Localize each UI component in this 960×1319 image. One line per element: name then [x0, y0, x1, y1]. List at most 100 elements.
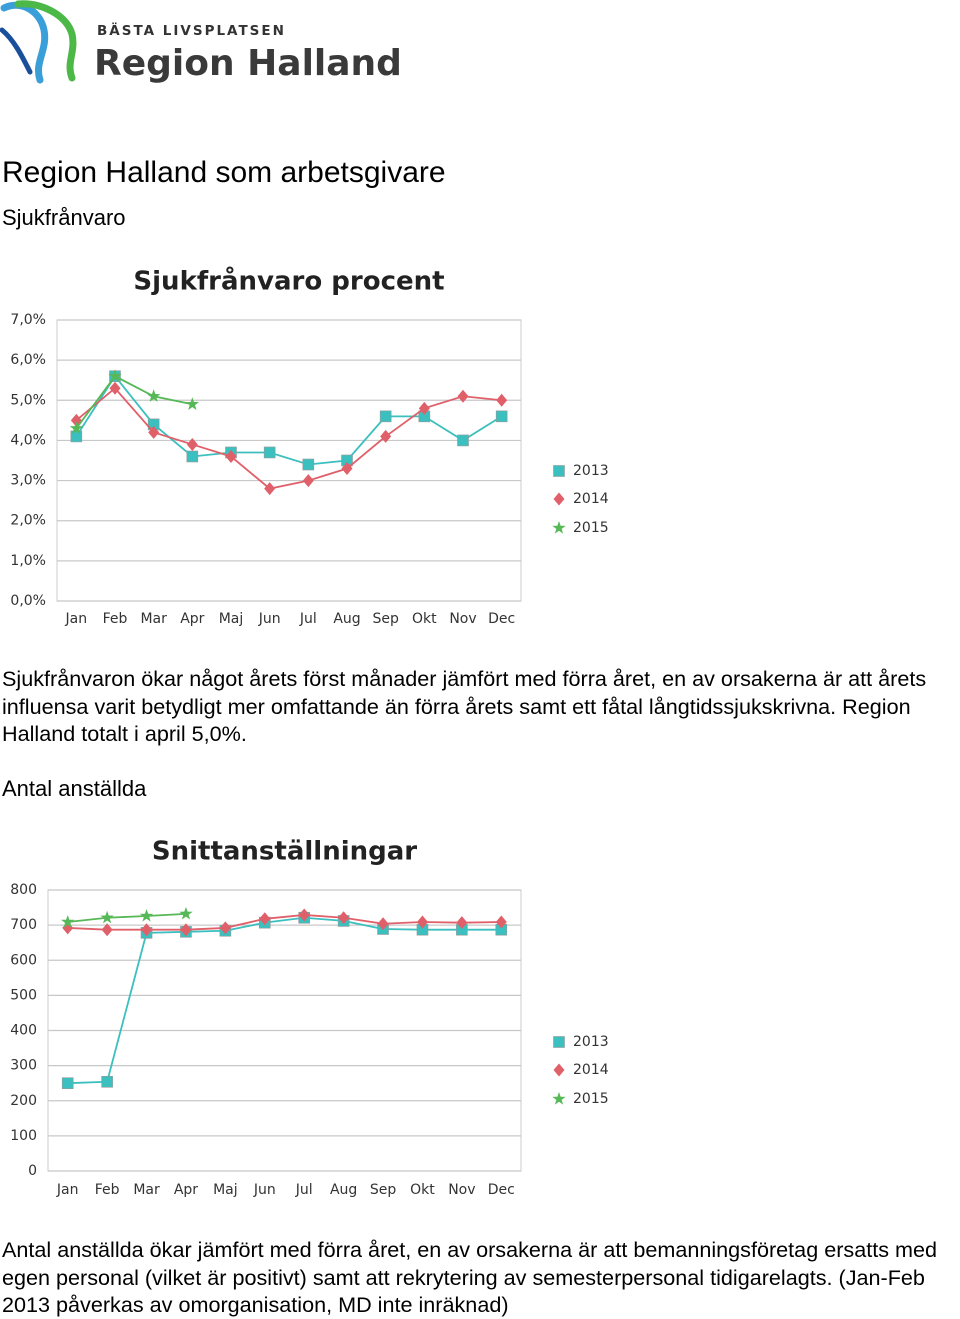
data-point: [457, 389, 469, 403]
x-tick-label: Sep: [372, 611, 399, 627]
y-tick-label: 100: [10, 1128, 37, 1144]
legend-swatch: [552, 1092, 566, 1105]
logo-brand: Region Halland: [94, 43, 402, 84]
series-line: [67, 912, 187, 923]
x-tick-label: Nov: [448, 1182, 475, 1198]
data-point: [101, 1075, 113, 1088]
data-point: [263, 446, 276, 459]
data-point: [219, 921, 231, 935]
section-heading: Antal anställda: [2, 776, 147, 801]
chart-title: Snittanställningar: [152, 837, 417, 867]
x-tick-label: Mar: [140, 611, 167, 627]
logo-tagline: BÄSTA LIVSPLATSEN: [97, 22, 286, 39]
legend-swatch: [553, 465, 565, 477]
chart: Sjukfrånvaro procent 0,0% 1,0% 2,0% 3,0% 4,0%…: [10, 265, 609, 628]
data-point: [341, 462, 353, 476]
legend-label: 2013: [573, 1034, 609, 1050]
y-tick-label: 800: [10, 882, 37, 898]
legend-swatch: [553, 492, 565, 506]
data-point: [186, 437, 198, 451]
x-tick-label: Apr: [180, 611, 204, 627]
data-point: [179, 906, 193, 920]
chart-title: Sjukfrånvaro procent: [133, 265, 444, 297]
data-point: [101, 923, 113, 937]
data-point: [259, 912, 271, 926]
chart: Snittanställningar 0 100 200 300 400 500 600 700…: [10, 837, 609, 1199]
data-point: [108, 369, 122, 382]
y-tick-label: 7,0%: [10, 312, 46, 328]
x-tick-label: Jul: [299, 611, 317, 627]
x-tick-label: Jun: [253, 1182, 276, 1198]
x-tick-label: Nov: [449, 611, 476, 627]
data-point: [416, 915, 428, 929]
x-tick-label: Jan: [56, 1182, 79, 1198]
x-tick-label: Aug: [330, 1182, 357, 1198]
logo-wave: [0, 1, 49, 84]
y-tick-label: 5,0%: [10, 392, 46, 408]
plot-area: [56, 319, 522, 602]
data-point: [225, 449, 237, 463]
logo-wave: [14, 0, 77, 82]
y-tick-label: 6,0%: [10, 352, 46, 368]
data-point: [302, 458, 315, 471]
data-point: [380, 429, 392, 443]
y-tick-label: 1,0%: [10, 553, 46, 569]
x-tick-label: Mar: [133, 1182, 160, 1198]
y-tick-label: 400: [10, 1023, 37, 1039]
data-point: [185, 397, 199, 410]
series-line: [67, 916, 502, 1085]
y-tick-label: 600: [10, 952, 37, 968]
x-tick-label: Feb: [103, 611, 128, 627]
y-tick-label: 2,0%: [10, 513, 46, 529]
y-tick-label: 0: [28, 1163, 37, 1179]
x-tick-label: Aug: [333, 611, 360, 627]
data-point: [100, 910, 114, 924]
legend-swatch: [553, 1063, 565, 1077]
x-tick-label: Feb: [95, 1182, 120, 1198]
x-tick-label: Jul: [295, 1182, 313, 1198]
data-point: [61, 1077, 74, 1089]
y-tick-label: 0,0%: [10, 593, 46, 609]
data-point: [495, 410, 508, 423]
data-point: [495, 915, 507, 929]
data-point: [70, 430, 83, 443]
x-tick-label: Dec: [488, 611, 515, 627]
legend-label: 2013: [573, 463, 609, 479]
logo-wave: [0, 27, 33, 75]
data-point: [338, 911, 350, 925]
x-tick-label: Maj: [213, 1182, 238, 1198]
data-point: [457, 434, 469, 447]
data-point: [147, 389, 161, 402]
legend-label: 2015: [573, 520, 609, 536]
data-point: [456, 916, 468, 930]
y-tick-label: 700: [10, 917, 37, 933]
x-tick-label: Apr: [174, 1182, 198, 1198]
legend-label: 2015: [573, 1091, 609, 1107]
data-point: [139, 908, 154, 922]
series-line: [67, 914, 502, 931]
section-heading: Sjukfrånvaro: [2, 205, 126, 230]
x-tick-label: Jan: [65, 611, 88, 627]
data-point: [148, 425, 160, 439]
page-title: Region Halland som arbetsgivare: [2, 156, 446, 189]
logo: BÄSTA LIVSPLATSEN Region Halland: [0, 0, 402, 84]
data-point: [379, 410, 392, 423]
data-point: [186, 450, 199, 463]
data-point: [298, 908, 310, 922]
data-point: [418, 401, 430, 415]
y-tick-label: 4,0%: [10, 432, 46, 448]
data-point: [377, 917, 389, 931]
series-line: [75, 386, 502, 490]
paragraph: Sjukfrånvaron ökar något årets först mån…: [2, 666, 927, 746]
x-tick-label: Maj: [219, 611, 244, 627]
data-point: [496, 393, 508, 407]
data-point: [264, 482, 276, 496]
x-tick-label: Okt: [410, 1182, 435, 1198]
x-tick-label: Jun: [258, 611, 281, 627]
x-tick-label: Okt: [412, 611, 437, 627]
y-tick-label: 300: [10, 1058, 37, 1074]
series-line: [75, 374, 503, 466]
data-point: [180, 923, 192, 937]
y-tick-label: 500: [10, 987, 37, 1003]
